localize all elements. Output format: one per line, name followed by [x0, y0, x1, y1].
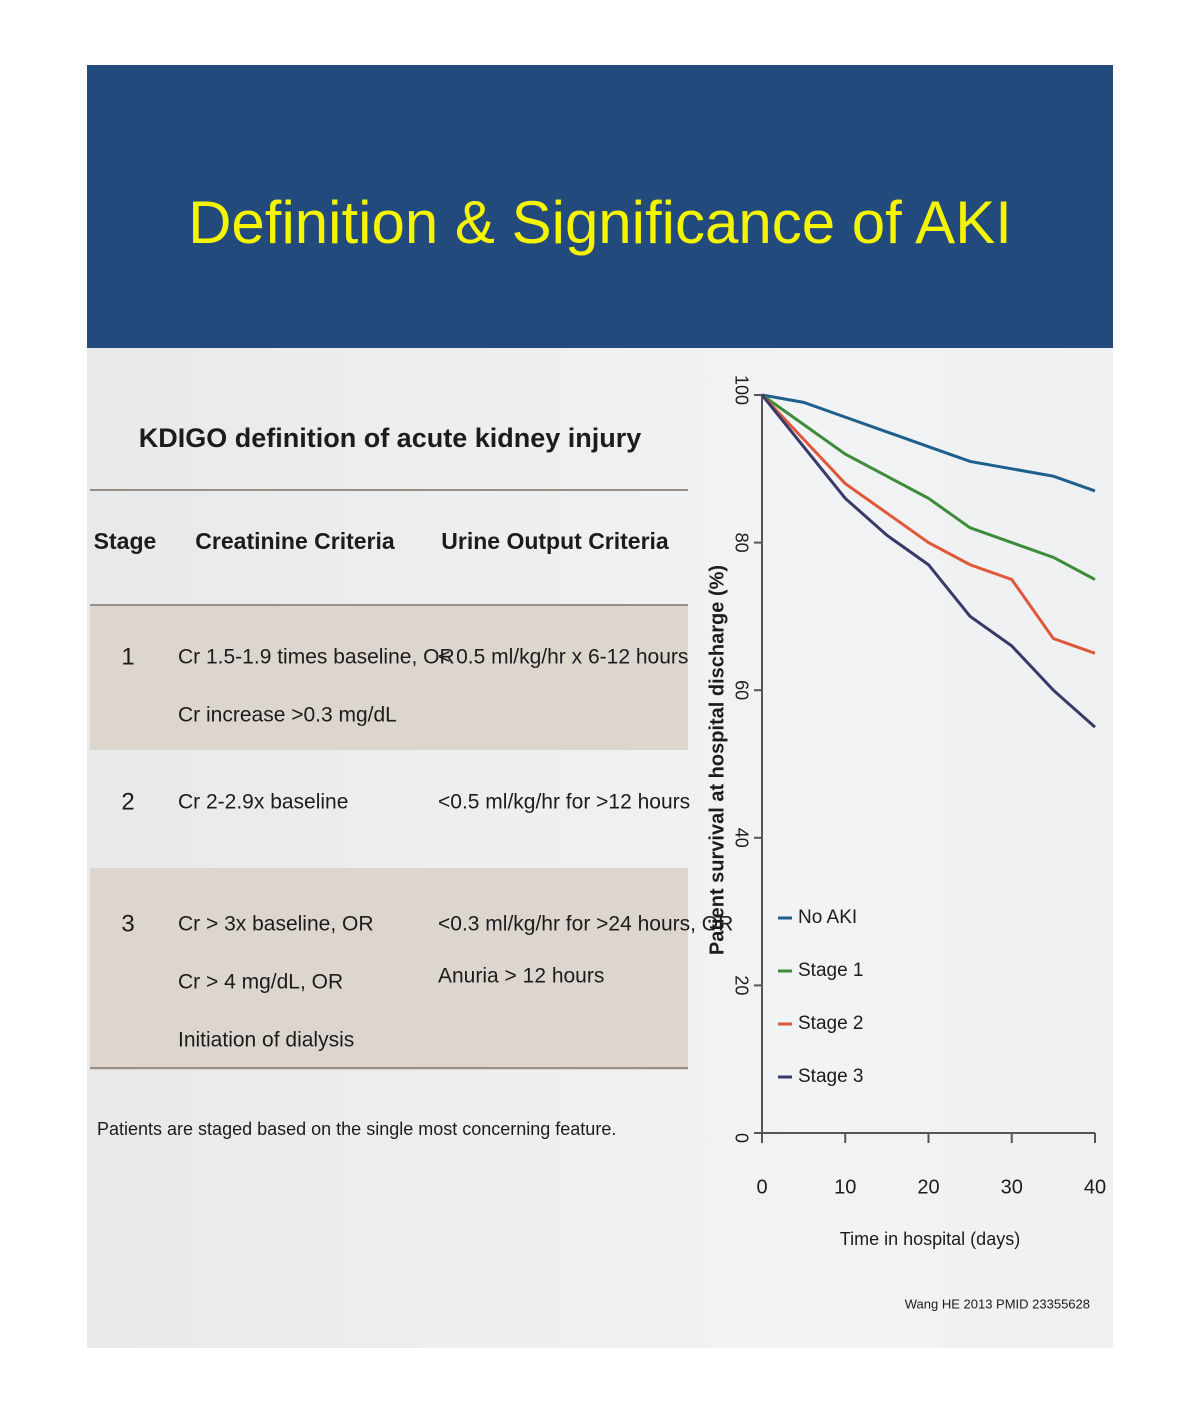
y-tick-label: 100 — [731, 375, 751, 405]
urine-cell: < 0.5 ml/kg/hr x 6-12 hours — [438, 646, 688, 669]
x-tick-label: 10 — [834, 1176, 856, 1198]
y-tick-label: 40 — [731, 828, 751, 848]
urine-cell: <0.3 ml/kg/hr for >24 hours, OR — [438, 913, 733, 936]
y-tick-label: 80 — [731, 533, 751, 553]
creatinine-cell: Initiation of dialysis — [178, 1029, 354, 1052]
x-tick-label: 40 — [1084, 1176, 1106, 1198]
y-tick-label: 20 — [731, 975, 751, 995]
legend-label: Stage 3 — [798, 1066, 864, 1087]
column-header: Creatinine Criteria — [195, 528, 395, 554]
row-shade — [90, 868, 688, 1070]
legend-label: Stage 1 — [798, 960, 864, 981]
stage-cell: 3 — [121, 910, 134, 937]
table-footnote: Patients are staged based on the single … — [97, 1119, 616, 1139]
survival-line — [760, 394, 1096, 729]
legend-label: No AKI — [798, 907, 857, 928]
stage-cell: 1 — [121, 643, 134, 670]
creatinine-cell: Cr increase >0.3 mg/dL — [178, 704, 397, 727]
creatinine-cell: Cr > 3x baseline, OR — [178, 913, 374, 936]
stage-cell: 2 — [121, 788, 134, 815]
creatinine-cell: Cr 2-2.9x baseline — [178, 791, 348, 814]
urine-cell: <0.5 ml/kg/hr for >12 hours — [438, 791, 690, 814]
survival-line — [761, 393, 1096, 581]
x-tick-label: 0 — [756, 1176, 767, 1198]
y-tick-label: 60 — [731, 680, 751, 700]
slide-content: KDIGO definition of acute kidney injury S… — [87, 348, 1113, 1348]
slide-title: Definition & Significance of AKI — [188, 189, 1012, 256]
x-tick-label: 20 — [917, 1176, 939, 1198]
urine-cell: Anuria > 12 hours — [438, 965, 604, 988]
x-tick-label: 30 — [1001, 1176, 1023, 1198]
title-banner: Definition & Significance of AKI — [87, 65, 1113, 348]
table-title: KDIGO definition of acute kidney injury — [139, 423, 642, 453]
row-shade — [90, 605, 688, 750]
content-canvas: KDIGO definition of acute kidney injury S… — [90, 375, 1106, 1311]
y-tick-label: 0 — [731, 1133, 751, 1143]
source-note: Wang HE 2013 PMID 23355628 — [905, 1296, 1090, 1311]
y-axis-label: Patient survival at hospital discharge (… — [706, 565, 728, 955]
creatinine-cell: Cr > 4 mg/dL, OR — [178, 971, 343, 994]
column-header: Stage — [94, 528, 157, 554]
survival-line — [761, 393, 1096, 493]
survival-line — [760, 393, 1096, 655]
creatinine-cell: Cr 1.5-1.9 times baseline, OR — [178, 646, 455, 669]
legend-label: Stage 2 — [798, 1013, 864, 1034]
x-axis-label: Time in hospital (days) — [840, 1229, 1020, 1249]
column-header: Urine Output Criteria — [441, 528, 669, 554]
